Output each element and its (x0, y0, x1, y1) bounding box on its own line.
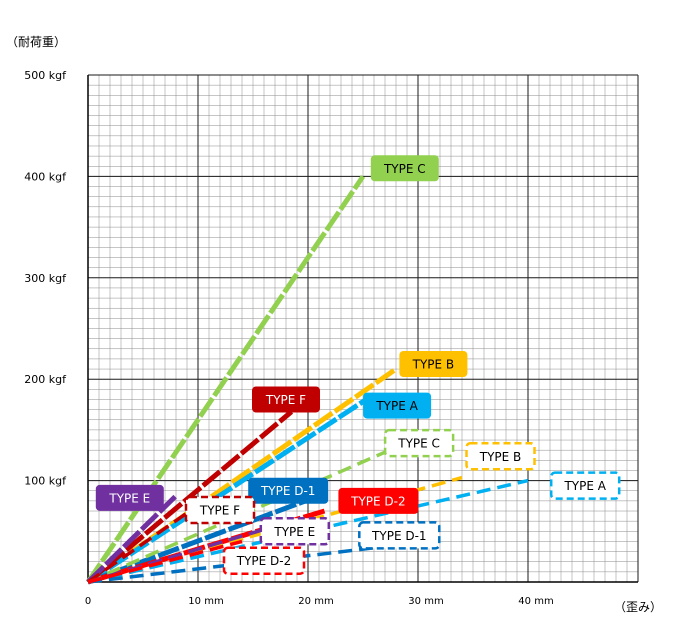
series-line-type-c-solid (85, 174, 366, 584)
series-label-type-b-dashed: TYPE B (465, 442, 536, 471)
series-label-type-f-solid: TYPE F (252, 386, 320, 413)
series-label-type-d-2-dashed: TYPE D-2 (222, 546, 306, 575)
series-label-type-a-solid: TYPE A (363, 392, 432, 419)
series-label-box (383, 428, 455, 458)
series-label-box (358, 521, 441, 550)
tick-labels: 100 kgf 200 kgf 300 kgf 400 kgf 500 kgf 0 10 m… (24, 69, 553, 607)
x-tick-label: 30 mm (408, 596, 443, 607)
series-label-box (363, 392, 432, 419)
series-label-text: TYPE D-1 (371, 529, 427, 543)
series-label-box (252, 386, 320, 413)
series-label-box (465, 442, 536, 471)
series-label-type-d-1-solid: TYPE D-1 (248, 477, 329, 504)
x-tick-label: 40 mm (518, 596, 553, 607)
series-label-text: TYPE A (375, 399, 418, 413)
series-line-type-c-dashed (87, 450, 386, 584)
y-axis-label: （耐荷重） (6, 35, 66, 49)
y-tick-label: 100 kgf (24, 475, 67, 488)
axes (87, 75, 638, 583)
series-label-type-c-solid: TYPE C (370, 155, 439, 182)
series-label-text: TYPE D-1 (260, 484, 316, 498)
series-label-box (370, 155, 439, 182)
series-label-text: TYPE B (412, 357, 455, 371)
y-tick-label: 500 kgf (24, 69, 67, 82)
x-tick-label: 0 (85, 596, 91, 607)
series-line-type-a-dashed (87, 478, 529, 584)
x-axis-label: （歪み） (614, 600, 662, 614)
series-label-box (549, 471, 621, 500)
series-label-text: TYPE E (108, 491, 150, 505)
series-label-box (95, 484, 164, 511)
series-label-box (184, 495, 256, 525)
series-label-type-f-dashed: TYPE F (184, 495, 256, 525)
series-label-text: TYPE C (383, 162, 426, 176)
series-label-type-e-solid: TYPE E (95, 484, 164, 511)
series-line-type-d-1-solid (87, 493, 320, 585)
y-tick-label: 400 kgf (24, 170, 67, 183)
series-label-text: TYPE E (273, 525, 315, 539)
y-tick-label: 300 kgf (24, 272, 67, 285)
series-label-box (338, 487, 419, 514)
series-label-box (259, 517, 331, 546)
series-label-box (248, 477, 329, 504)
x-tick-label: 20 mm (298, 596, 333, 607)
series-label-type-d-1-dashed: TYPE D-1 (358, 521, 441, 550)
series-label-box (399, 350, 468, 377)
series-label-text: TYPE A (563, 479, 606, 493)
series-labels: TYPE C TYPE B TYPE A TYPE F TYPE E TYPE D-1 TY… (95, 155, 621, 575)
series-label-type-c-dashed: TYPE C (383, 428, 455, 458)
x-tick-label: 10 mm (188, 596, 223, 607)
series-label-type-a-dashed: TYPE A (549, 471, 621, 500)
y-tick-label: 200 kgf (24, 373, 67, 386)
series-label-type-e-dashed: TYPE E (259, 517, 331, 546)
series-label-text: TYPE B (479, 450, 522, 464)
series-line-type-a-solid (86, 392, 376, 585)
series-label-text: TYPE D-2 (350, 494, 406, 508)
series-label-box (222, 546, 306, 575)
series-label-text: TYPE F (265, 393, 306, 407)
minor-grid (87, 74, 639, 583)
series-label-type-b-solid: TYPE B (399, 350, 468, 377)
series-label-type-d-2-solid: TYPE D-2 (338, 487, 419, 514)
series-line-type-d-2-dashed (87, 539, 243, 584)
series-label-text: TYPE F (199, 504, 240, 518)
series-label-text: TYPE D-2 (236, 554, 292, 568)
series-label-text: TYPE C (397, 437, 440, 451)
